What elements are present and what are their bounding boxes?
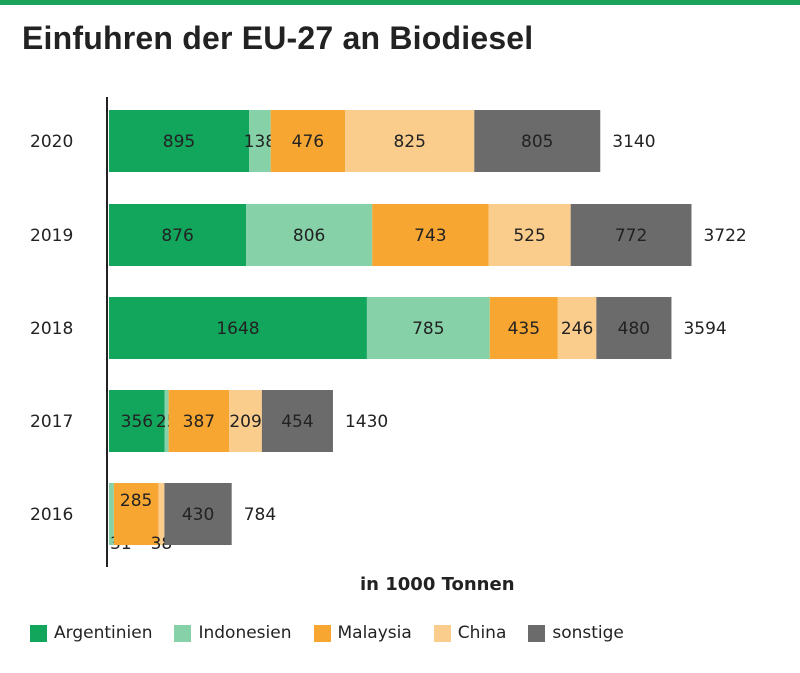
data-label: 285 [120,491,152,511]
y-tick-label: 2017 [30,412,73,432]
y-tick-label: 2016 [30,505,73,525]
legend-label: sonstige [552,623,624,643]
bar-segment-argentinien [109,390,165,452]
data-label: 895 [163,132,195,152]
total-label: 3140 [612,132,655,152]
data-label: 825 [393,132,425,152]
data-label: 138 [244,132,276,152]
data-label: 743 [414,226,446,246]
legend-swatch [433,624,451,642]
bar-segment-china [345,110,475,172]
total-label: 3722 [703,226,746,246]
legend-item-china: China [433,623,507,643]
y-tick-label: 2019 [30,226,73,246]
legend-label: Argentinien [54,623,153,643]
data-label: 806 [293,226,325,246]
total-label: 1430 [345,412,388,432]
legend-swatch [174,624,192,642]
y-tick-label: 2020 [30,132,73,152]
bar-segment-indonesien [109,483,114,545]
chart-title: Einfuhren der EU-27 an Biodiesel [22,20,534,56]
total-label: 3594 [683,319,726,339]
bar-segment-indonesien [366,297,490,359]
bar-segment-sonstige [164,483,232,545]
data-label: 209 [229,412,261,432]
x-axis-label: in 1000 Tonnen [360,574,515,595]
bar-segment-sonstige [570,204,692,266]
total-label: 784 [244,505,276,525]
bar-segment-indonesien [249,110,271,172]
bar-segment-malaysia [270,110,346,172]
bar-segment-argentinien [109,204,247,266]
data-label: 430 [182,505,214,525]
bar-segment-china [158,483,165,545]
bar-segment-argentinien [109,297,367,359]
data-label: 480 [618,319,650,339]
bar-segment-malaysia [113,483,159,545]
bar-segment-malaysia [372,204,489,266]
data-label: 525 [513,226,545,246]
data-label: 246 [561,319,593,339]
data-label: 805 [521,132,553,152]
data-label: 1648 [216,319,259,339]
top-accent-bar [0,0,800,5]
data-label: 772 [615,226,647,246]
legend-label: Malaysia [337,623,412,643]
bar-segment-china [229,390,262,452]
data-label: 476 [292,132,324,152]
legend-item-argentinien: Argentinien [30,623,152,643]
bar-segment-malaysia [168,390,230,452]
data-label: 387 [183,412,215,432]
legend-item-malaysia: Malaysia [313,623,412,643]
bar-segment-china [488,204,571,266]
data-label: 356 [121,412,153,432]
bar-segment-indonesien [164,390,169,452]
bar-segment-sonstige [474,110,601,172]
legend-swatch [30,624,47,642]
legend-label: China [457,623,507,643]
legend-label: Indonesien [198,623,292,643]
data-label: 785 [412,319,444,339]
bar-segment-sonstige [261,390,333,452]
bar-segment-sonstige [596,297,672,359]
bar-segment-china [557,297,597,359]
legend-item-indonesien: Indonesien [174,623,292,643]
data-label: 435 [508,319,540,339]
data-label: 876 [161,226,193,246]
y-tick-label: 2018 [30,319,73,339]
bar-segment-indonesien [246,204,373,266]
bar-segment-argentinien [109,110,250,172]
legend-swatch [313,624,331,642]
legend-swatch [528,624,546,642]
bar-segment-malaysia [489,297,558,359]
data-label: 454 [281,412,313,432]
legend-item-sonstige: sonstige [528,623,624,643]
legend: Argentinien Indonesien Malaysia China sonsti… [30,622,646,644]
